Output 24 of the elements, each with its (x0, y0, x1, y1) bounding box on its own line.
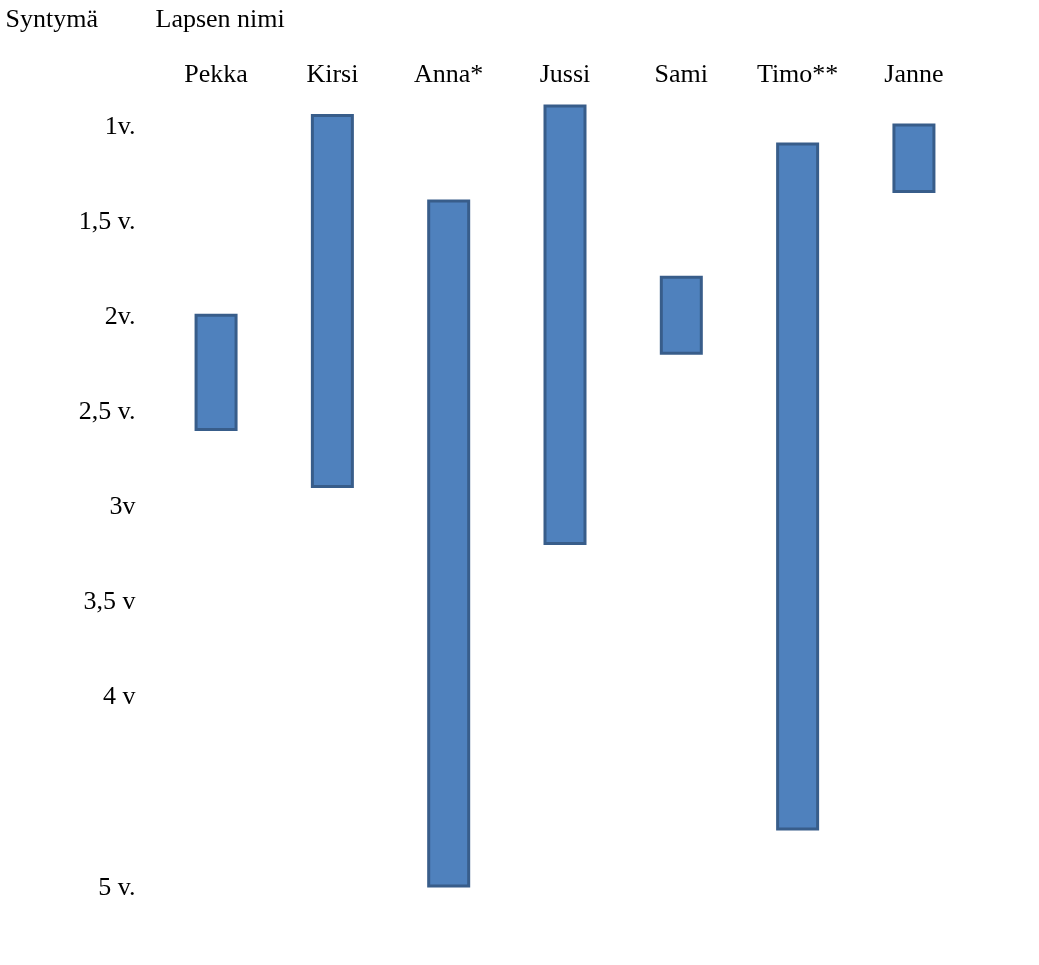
y-tick-label: 1,5 v. (78, 205, 136, 235)
y-tick-label: 2v. (104, 300, 136, 330)
y-tick-label: 2,5 v. (78, 395, 136, 425)
x-tick-label: Anna* (414, 58, 484, 88)
y-axis-title: Syntymä (5, 3, 99, 33)
x-tick-label: Sami (654, 58, 709, 88)
bar (194, 313, 238, 431)
bar (659, 275, 703, 355)
x-tick-label: Timo** (756, 58, 839, 88)
x-tick-label: Pekka (184, 58, 249, 88)
y-tick-label: 3,5 v (83, 586, 136, 616)
x-tick-label: Kirsi (306, 58, 359, 88)
y-tick-label: 5 v. (98, 871, 136, 901)
y-tick-label: 1v. (104, 110, 136, 140)
bar (310, 114, 354, 488)
x-tick-label: Jussi (539, 58, 591, 88)
y-tick-label: 3v (109, 491, 136, 521)
bar (776, 142, 820, 831)
bar (892, 123, 936, 194)
bar (427, 199, 471, 888)
x-axis-title: Lapsen nimi (155, 3, 285, 33)
bar (543, 104, 587, 546)
y-tick-label: 4 v (103, 681, 136, 711)
x-tick-label: Janne (884, 58, 944, 88)
